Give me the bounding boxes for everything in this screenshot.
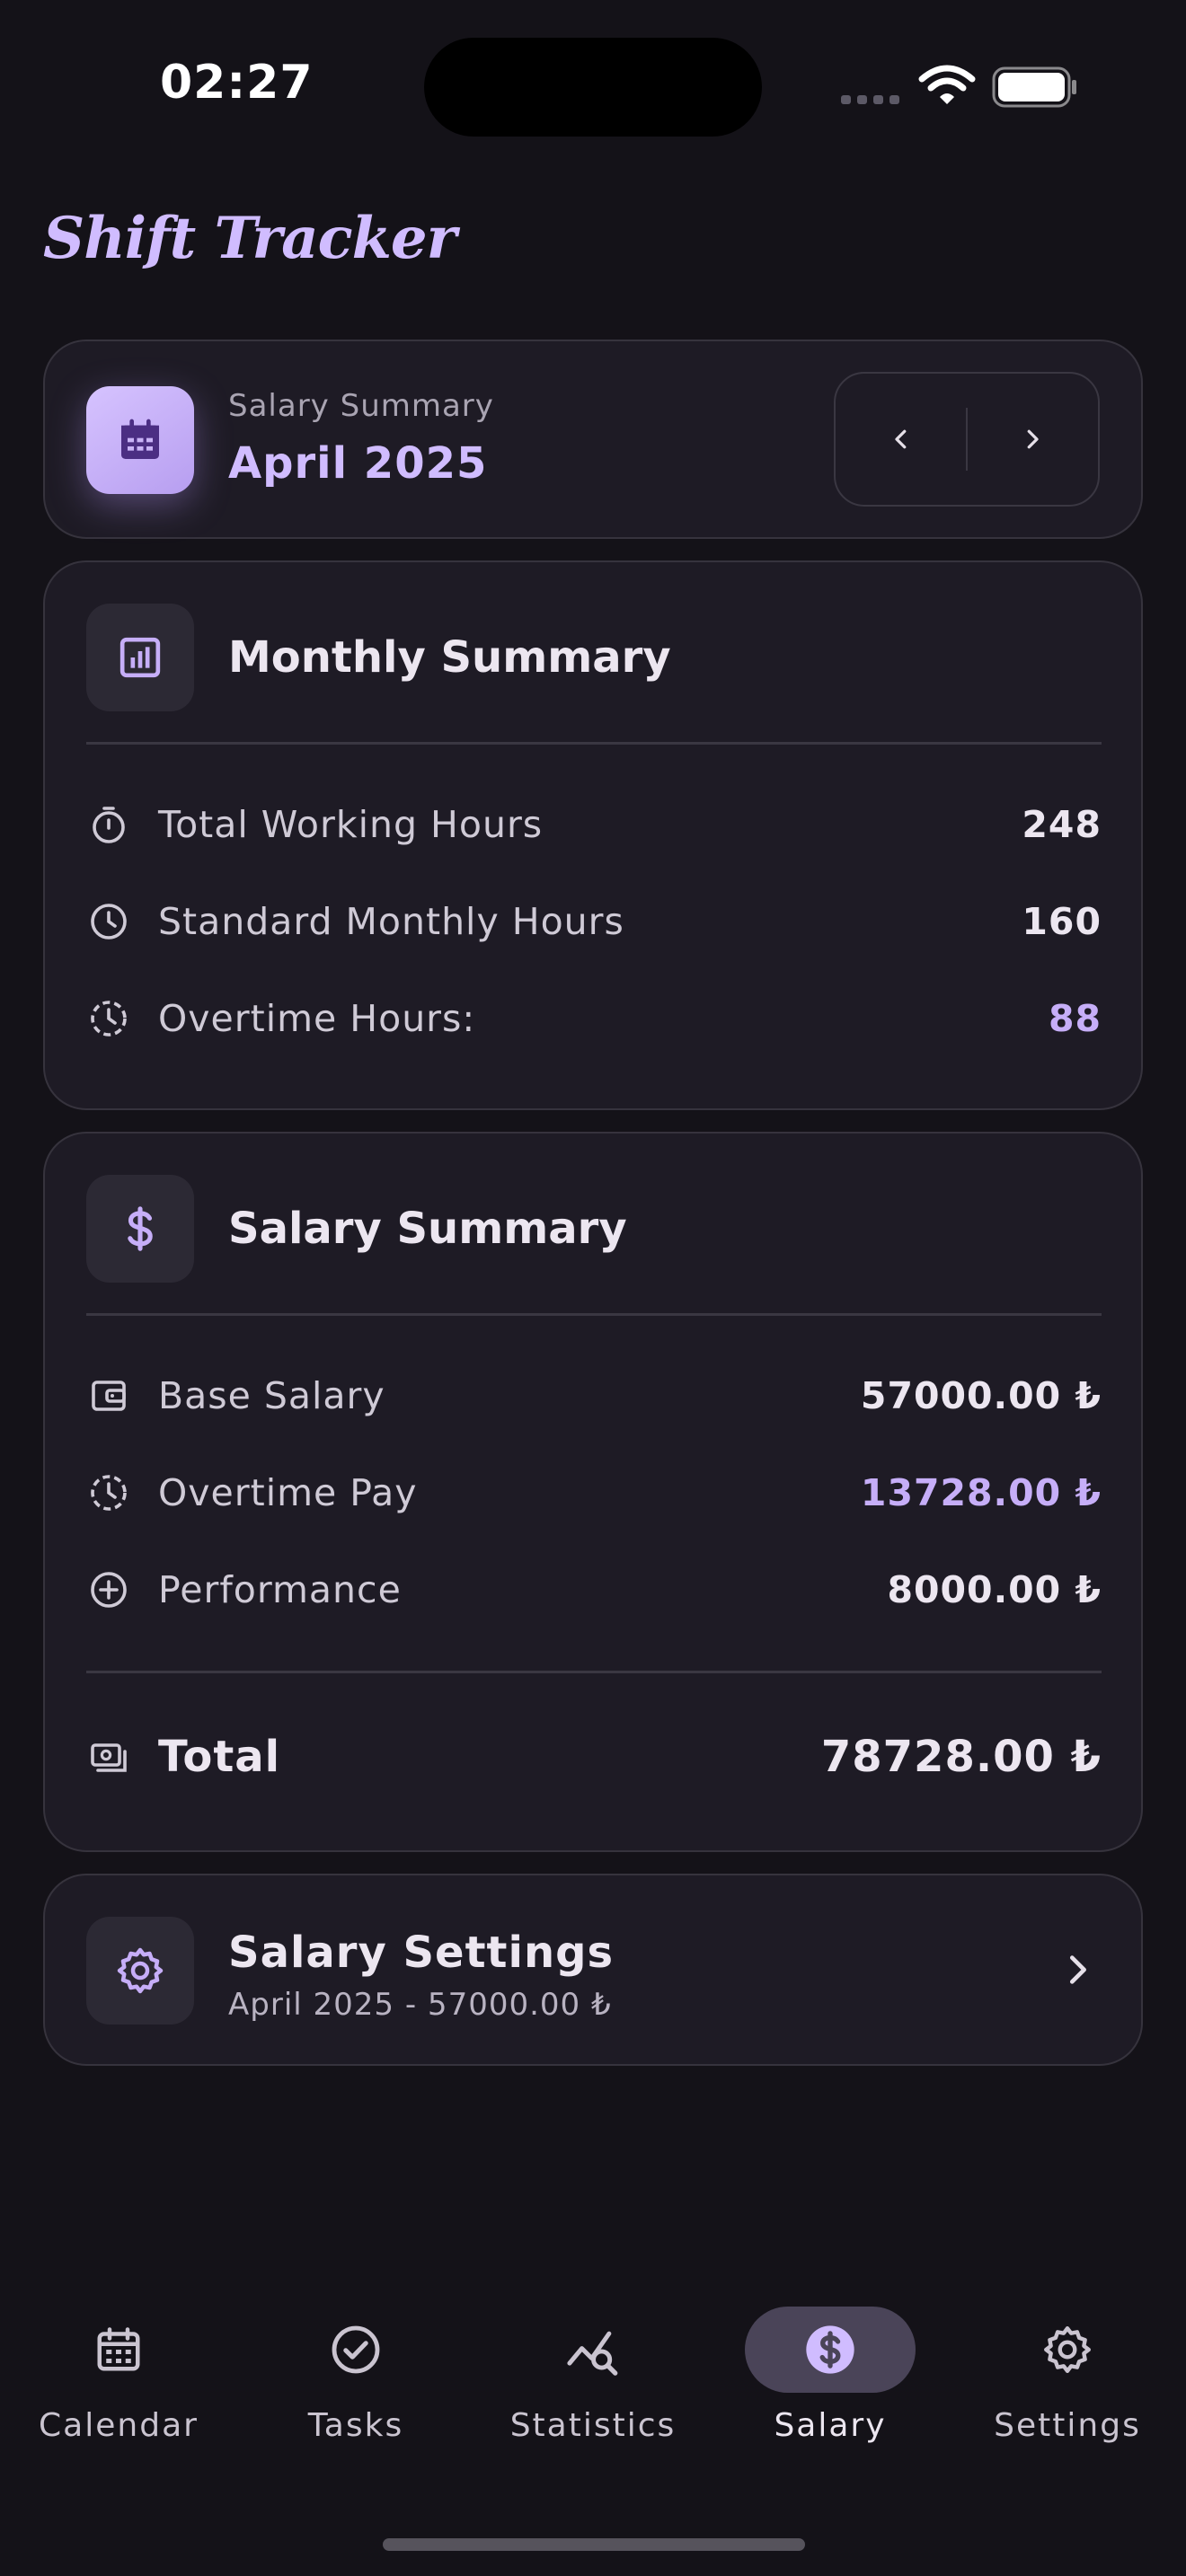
- row-label: Base Salary: [158, 1374, 385, 1417]
- total-label: Total: [158, 1732, 281, 1782]
- header-month: April 2025: [228, 438, 488, 489]
- row-label: Overtime Pay: [158, 1471, 418, 1514]
- next-month-button[interactable]: [968, 374, 1098, 505]
- overtime-pay-row: Overtime Pay 13728.00 ₺: [86, 1457, 1102, 1529]
- row-value: 13728.00 ₺: [860, 1471, 1102, 1514]
- chevron-right-icon: [1028, 429, 1040, 449]
- total-divider: [86, 1671, 1102, 1673]
- plus-circle-icon: [91, 1572, 127, 1608]
- chevron-left-icon: [894, 429, 906, 449]
- stopwatch-icon: [93, 807, 125, 843]
- standard-monthly-hours-row: Standard Monthly Hours 160: [86, 886, 1102, 957]
- row-label: Total Working Hours: [158, 803, 544, 846]
- battery-icon: [992, 66, 1076, 108]
- month-navigation: [834, 372, 1100, 507]
- nav-label: Salary: [774, 2407, 887, 2444]
- section-divider: [86, 742, 1102, 745]
- salary-settings-card[interactable]: Salary Settings April 2025 - 57000.00 ₺: [43, 1874, 1143, 2066]
- status-bar: 02:27: [0, 0, 1186, 180]
- performance-row: Performance 8000.00 ₺: [86, 1554, 1102, 1626]
- wifi-icon: [918, 65, 976, 104]
- row-value: 160: [1022, 900, 1102, 943]
- app-title: Shift Tracker: [43, 205, 456, 272]
- nav-item-tasks[interactable]: Tasks: [248, 2281, 464, 2461]
- month-header-card: Salary Summary April 2025: [43, 340, 1143, 539]
- salary-summary-tile: [86, 1175, 194, 1283]
- nav-label: Tasks: [307, 2407, 404, 2444]
- section-divider: [86, 1313, 1102, 1316]
- total-row: Total 78728.00 ₺: [86, 1721, 1102, 1793]
- row-label: Performance: [158, 1568, 402, 1611]
- salary-settings-title: Salary Settings: [228, 1928, 615, 1978]
- cellular-signal-icon: [841, 95, 899, 104]
- base-salary-row: Base Salary 57000.00 ₺: [86, 1360, 1102, 1432]
- nav-label: Calendar: [39, 2407, 199, 2444]
- nav-item-settings[interactable]: Settings: [960, 2281, 1175, 2461]
- bar-chart-icon: [119, 637, 161, 678]
- previous-month-button[interactable]: [836, 374, 966, 505]
- chart-search-icon: [567, 2331, 618, 2376]
- monthly-summary-card: Monthly Summary Total Working Hours 248 …: [43, 560, 1143, 1110]
- salary-summary-title: Salary Summary: [228, 1204, 627, 1254]
- gear-icon: [1044, 2326, 1091, 2373]
- row-value: 88: [1048, 997, 1102, 1040]
- row-value: 248: [1022, 803, 1102, 846]
- header-subtitle: Salary Summary: [228, 388, 494, 424]
- row-label: Standard Monthly Hours: [158, 900, 624, 943]
- status-time: 02:27: [160, 56, 314, 110]
- home-indicator: [383, 2538, 805, 2551]
- calendar-icon: [97, 2327, 140, 2371]
- timer-dashed-icon: [91, 1475, 127, 1511]
- monthly-summary-title: Monthly Summary: [228, 632, 671, 683]
- salary-settings-subtitle: April 2025 - 57000.00 ₺: [228, 1987, 612, 2023]
- row-value: 8000.00 ₺: [887, 1568, 1102, 1611]
- row-label: Overtime Hours:: [158, 997, 476, 1040]
- cash-icon: [91, 1743, 127, 1772]
- clock-icon: [91, 904, 127, 940]
- nav-item-salary[interactable]: Salary: [722, 2281, 938, 2461]
- wallet-icon: [92, 1381, 126, 1411]
- overtime-hours-row: Overtime Hours: 88: [86, 983, 1102, 1054]
- nav-separator: [966, 408, 968, 471]
- bottom-navigation: Calendar Tasks Statistics Salary Setting…: [0, 2281, 1186, 2461]
- nav-label: Settings: [994, 2407, 1141, 2444]
- salary-settings-tile: [86, 1917, 194, 2025]
- total-value: 78728.00 ₺: [820, 1732, 1102, 1782]
- nav-item-statistics[interactable]: Statistics: [485, 2281, 701, 2461]
- total-working-hours-row: Total Working Hours 248: [86, 789, 1102, 860]
- monthly-summary-tile: [86, 604, 194, 711]
- timer-dashed-icon: [91, 1001, 127, 1037]
- row-value: 57000.00 ₺: [860, 1374, 1102, 1417]
- calendar-tile: [86, 386, 194, 494]
- check-circle-icon: [332, 2325, 380, 2374]
- chevron-right-icon: [1069, 1955, 1086, 1984]
- calendar-icon: [121, 419, 159, 459]
- dynamic-island: [424, 38, 762, 137]
- nav-label: Statistics: [509, 2407, 677, 2444]
- salary-summary-card: Salary Summary Base Salary 57000.00 ₺ Ov…: [43, 1132, 1143, 1852]
- dollar-icon: [128, 1206, 153, 1251]
- dollar-circle-icon: [806, 2325, 854, 2374]
- nav-item-calendar[interactable]: Calendar: [11, 2281, 226, 2461]
- gear-icon: [117, 1947, 164, 1994]
